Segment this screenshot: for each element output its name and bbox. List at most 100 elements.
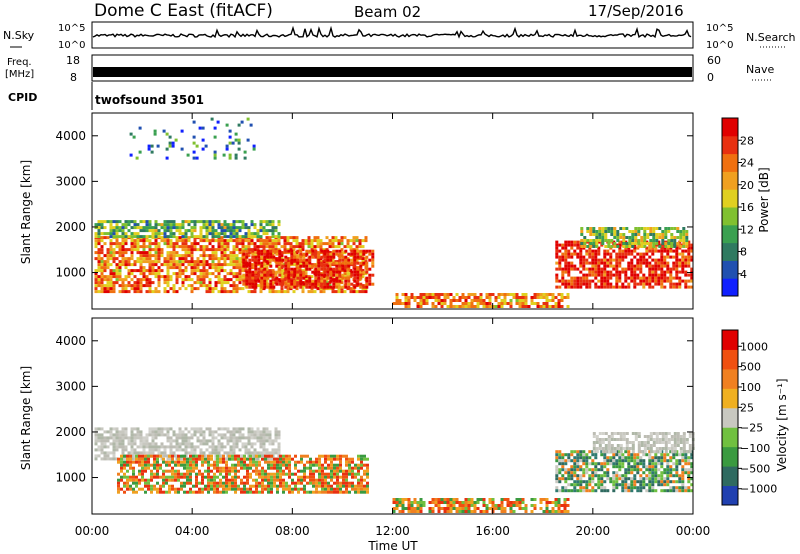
power-cell xyxy=(94,251,98,255)
power-cell xyxy=(660,249,664,253)
power-cell xyxy=(142,275,146,279)
power-cell xyxy=(163,263,167,267)
power-cell xyxy=(242,264,246,268)
velocity-cell xyxy=(678,486,682,490)
power-cell xyxy=(251,273,255,277)
velocity-cell xyxy=(169,451,173,455)
power-cell xyxy=(335,249,339,253)
velocity-cell xyxy=(117,481,120,485)
power-cell xyxy=(648,276,652,280)
power-cell xyxy=(133,248,137,252)
power-cell xyxy=(106,251,110,255)
velocity-cell xyxy=(666,453,670,457)
velocity-cell xyxy=(354,472,357,476)
power-cell xyxy=(299,273,303,277)
power-cell xyxy=(208,272,212,276)
velocity-cell xyxy=(315,457,318,461)
power-cell xyxy=(257,252,261,256)
power-cell xyxy=(678,285,682,289)
power-cell xyxy=(579,282,583,286)
velocity-cell xyxy=(663,483,667,487)
power-cell xyxy=(220,257,224,261)
velocity-cell xyxy=(100,433,104,437)
velocity-cell xyxy=(174,460,177,464)
velocity-cell xyxy=(360,481,363,485)
power-cell xyxy=(109,263,113,267)
velocity-cell xyxy=(452,507,456,510)
power-cell xyxy=(166,226,170,230)
velocity-cell xyxy=(648,486,652,490)
power-cell xyxy=(678,258,682,262)
power-cell xyxy=(248,273,252,277)
velocity-cell xyxy=(333,466,336,470)
power-cell xyxy=(675,273,679,277)
velocity-cell xyxy=(582,474,586,478)
power-cell xyxy=(205,239,209,243)
power-cell xyxy=(555,261,559,265)
velocity-cell xyxy=(428,507,432,510)
power-cell xyxy=(685,230,689,233)
power-cell xyxy=(196,242,200,246)
velocity-cell xyxy=(238,448,242,452)
power-cell xyxy=(163,226,167,230)
power-cell xyxy=(356,255,360,259)
velocity-cell xyxy=(204,457,207,461)
velocity-cell xyxy=(247,451,251,455)
power-cell xyxy=(314,267,318,271)
velocity-cell xyxy=(660,477,664,481)
power-cell xyxy=(214,232,218,236)
velocity-cell xyxy=(148,427,152,431)
power-cell xyxy=(292,239,296,243)
power-cell xyxy=(271,239,275,243)
power-cell xyxy=(476,305,480,308)
velocity-cell xyxy=(123,466,126,470)
velocity-cell xyxy=(485,510,489,513)
power-cell xyxy=(615,285,619,289)
velocity-cell xyxy=(609,462,613,466)
velocity-cell xyxy=(261,457,264,461)
power-cell xyxy=(657,282,661,286)
power-cell xyxy=(326,252,330,256)
velocity-cell xyxy=(654,489,658,493)
velocity-cell xyxy=(288,487,291,491)
velocity-cell xyxy=(443,510,447,513)
power-cell xyxy=(100,287,104,291)
velocity-cell xyxy=(306,490,309,494)
velocity-cell xyxy=(276,466,279,470)
power-cell xyxy=(211,251,215,255)
velocity-cell xyxy=(330,487,333,491)
velocity-cell xyxy=(112,436,116,440)
velocity-cell xyxy=(342,490,345,494)
power-cell xyxy=(675,243,679,247)
velocity-cell xyxy=(627,459,631,463)
power-cell xyxy=(446,296,450,299)
power-cell xyxy=(133,220,137,224)
velocity-cell xyxy=(621,483,625,487)
velocity-cell xyxy=(231,469,234,473)
velocity-cell xyxy=(407,504,411,507)
velocity-cell xyxy=(258,484,261,488)
power-cell xyxy=(220,236,224,240)
power-cell xyxy=(193,245,197,249)
velocity-cell xyxy=(258,472,261,476)
power-cell xyxy=(627,246,631,250)
power-cell xyxy=(612,249,616,253)
velocity-cell xyxy=(150,454,153,458)
power-cell xyxy=(592,233,596,236)
velocity-cell xyxy=(153,460,156,464)
velocity-cell xyxy=(639,480,643,484)
power-cell xyxy=(359,282,363,286)
power-cell xyxy=(199,269,203,273)
power-cell xyxy=(181,242,185,246)
power-cell xyxy=(275,264,279,268)
power-cell xyxy=(371,249,375,253)
velocity-cell xyxy=(585,456,589,460)
power-cell xyxy=(648,270,652,274)
power-cell xyxy=(576,240,580,244)
power-colorbar-label: Power [dB] xyxy=(757,167,771,232)
power-cell xyxy=(160,269,164,273)
power-colorbar-tick-label: 8 xyxy=(740,246,747,259)
power-cell xyxy=(157,251,161,255)
velocity-cell xyxy=(294,454,297,458)
velocity-cell xyxy=(204,460,207,464)
